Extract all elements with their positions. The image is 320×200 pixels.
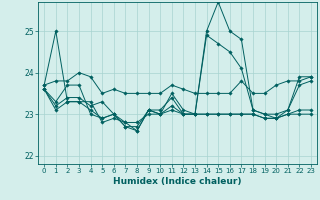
X-axis label: Humidex (Indice chaleur): Humidex (Indice chaleur) [113, 177, 242, 186]
